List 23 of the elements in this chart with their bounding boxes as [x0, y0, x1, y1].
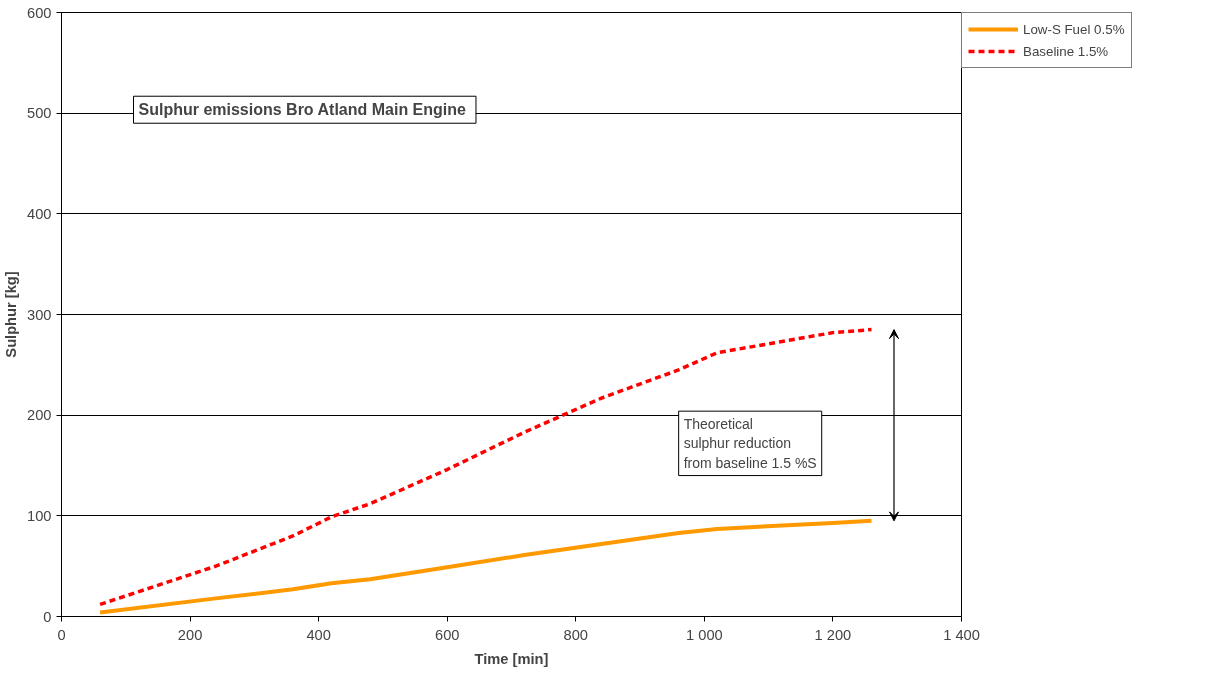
y-tick-label: 200	[27, 407, 52, 424]
y-tick-label: 600	[27, 4, 52, 21]
x-tick-label: 0	[57, 626, 66, 643]
text: Sulphur emissions Bro Atland Main Engine	[138, 101, 467, 119]
y-tick-label: 300	[27, 306, 52, 323]
line-series	[98, 518, 874, 615]
y-axis-title: Sulphur [kg]	[3, 271, 20, 358]
x-tick-label: 1 200	[814, 626, 852, 643]
x-tick-label: 800	[563, 626, 589, 643]
y-tick-label: 500	[27, 105, 52, 122]
y-tick-label: 100	[27, 507, 52, 524]
x-tick-label: 1 000	[686, 626, 723, 643]
y-tick-label: 0	[43, 608, 52, 625]
line-series	[98, 327, 874, 607]
legend-label: Baseline 1.5%	[1023, 43, 1109, 59]
x-tick-label: 1 400	[943, 626, 980, 643]
x-axis-title: Time [min]	[474, 650, 549, 667]
legend-label: Low-S Fuel 0.5%	[1023, 21, 1125, 37]
x-tick-label: 400	[306, 626, 331, 643]
x-tick-label: 200	[177, 626, 203, 643]
annotation: Theoretical sulphur reduction from baseline 1.5 %S	[683, 416, 817, 471]
x-tick-label: 600	[434, 626, 460, 643]
y-tick-label: 400	[27, 205, 52, 222]
